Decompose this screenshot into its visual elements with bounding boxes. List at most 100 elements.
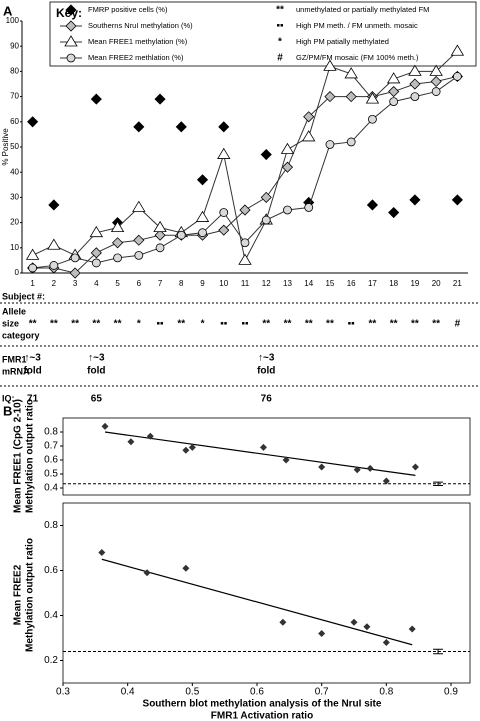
x-tick-label: 3: [73, 279, 78, 288]
marker: [27, 116, 39, 128]
marker: [154, 229, 166, 241]
marker: [48, 199, 60, 211]
marker: [344, 67, 358, 79]
row-label: size: [2, 318, 19, 328]
y-tick-label: 20: [10, 218, 19, 227]
x-tick-label: 4: [94, 279, 99, 288]
x-tick-label: 17: [368, 279, 377, 288]
point: [188, 443, 196, 451]
marker: [431, 87, 441, 96]
x-tick-label: 20: [432, 279, 441, 288]
y-tick-label: 0.8: [44, 520, 58, 531]
legend-label: Mean FREE2 methlation (%): [88, 53, 184, 62]
point: [182, 446, 190, 454]
marker: [217, 147, 231, 159]
marker: [110, 220, 125, 233]
allele-symbol: **: [71, 319, 79, 330]
point: [408, 625, 416, 633]
allele-symbol: ▪▪: [220, 319, 228, 330]
y-tick-label: 0.8: [44, 427, 58, 438]
x-tick-label: 10: [219, 279, 228, 288]
allele-symbol: ▪▪: [157, 319, 165, 330]
x-tick-label: 21: [453, 279, 462, 288]
marker: [154, 93, 166, 105]
marker: [409, 78, 421, 90]
marker: [133, 121, 145, 133]
x-tick-label: 0.6: [250, 687, 264, 698]
marker: [346, 137, 356, 147]
key-symbol: #: [277, 53, 283, 64]
y-tick-label: 0.2: [44, 655, 58, 666]
y-tick-label: 0.5: [44, 469, 58, 480]
y-tick-label: 0.7: [44, 441, 58, 452]
marker: [195, 210, 210, 222]
row-label: mRNA: [2, 366, 30, 376]
marker: [70, 253, 80, 263]
marker: [176, 230, 186, 240]
y-tick-label: 70: [10, 92, 19, 101]
allele-symbol: **: [390, 319, 398, 330]
y-tick-label: 0.6: [44, 455, 58, 466]
point: [127, 438, 135, 446]
allele-symbol: **: [432, 319, 440, 330]
point: [350, 618, 358, 626]
x-tick-label: 18: [389, 279, 398, 288]
panel-label: B: [3, 403, 12, 418]
legend-label: Southerns NruI methylation (%): [88, 21, 193, 30]
marker: [388, 206, 400, 219]
legend-label: Mean FREE1 methylation (%): [88, 37, 188, 46]
y-tick-label: 0.4: [44, 610, 58, 621]
y-axis-title: Mean FREE2: [13, 564, 24, 625]
x-tick-label: 12: [262, 279, 271, 288]
marker: [47, 238, 61, 250]
marker: [365, 92, 380, 104]
mrna-note: fold: [23, 366, 41, 377]
key-text: High PM patially methylated: [296, 37, 389, 46]
x-tick-label: 0.7: [315, 687, 329, 698]
legend-marker: [65, 4, 77, 16]
marker: [198, 228, 207, 238]
point: [182, 564, 190, 572]
legend-label: FMRP positive cells (%): [88, 5, 168, 14]
trendline: [104, 431, 416, 476]
y-tick-label: 30: [10, 193, 19, 202]
marker: [219, 208, 229, 217]
x-tick-label: 13: [283, 279, 292, 288]
point: [146, 432, 154, 440]
marker: [239, 204, 251, 216]
marker: [175, 121, 187, 133]
allele-symbol: **: [369, 319, 377, 330]
x-tick-label: 11: [241, 279, 250, 288]
marker: [112, 237, 124, 249]
x-tick-label: 0.9: [444, 687, 458, 698]
x-tick-label: 9: [200, 279, 205, 288]
allele-symbol: #: [455, 319, 461, 330]
marker: [283, 205, 292, 215]
x-axis-title: Southern blot methylation analysis of th…: [143, 699, 382, 710]
marker: [281, 161, 294, 173]
x-tick-label: 15: [325, 279, 334, 288]
marker: [366, 199, 378, 211]
marker: [134, 250, 144, 260]
point: [101, 422, 109, 430]
marker: [49, 261, 59, 270]
plot-frame: [62, 502, 471, 684]
key-text: unmethylated or partially methylated FM: [296, 5, 429, 14]
point: [279, 618, 287, 626]
marker: [389, 97, 399, 107]
marker: [429, 64, 443, 76]
allele-symbol: **: [284, 319, 292, 330]
marker: [280, 142, 295, 154]
allele-symbol: **: [262, 319, 270, 330]
x-tick-label: 16: [347, 279, 356, 288]
point: [98, 549, 106, 556]
point: [382, 477, 390, 485]
allele-symbol: **: [114, 319, 122, 330]
iq-value: 65: [91, 394, 103, 405]
key-symbol: *: [278, 37, 282, 48]
marker: [368, 114, 377, 124]
marker: [133, 234, 145, 246]
x-tick-label: 8: [179, 279, 184, 288]
mrna-note: ↑~3: [24, 353, 41, 364]
x-tick-label: 0.3: [56, 687, 70, 698]
